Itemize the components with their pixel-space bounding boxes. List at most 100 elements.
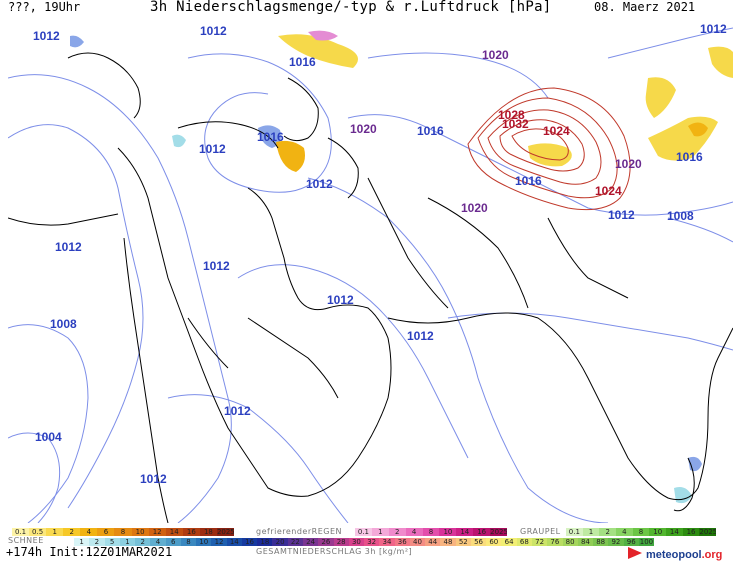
legend-swatch: 1 — [371, 528, 389, 536]
isobar-label: 1012 — [55, 240, 82, 254]
header-title: 3h Niederschlagsmenge/-typ & r.Luftdruck… — [150, 0, 552, 15]
isobar-line — [477, 97, 618, 199]
isobar-label: 1012 — [407, 329, 434, 343]
coastline — [387, 312, 733, 501]
snow-patch — [674, 487, 692, 504]
legend-swatch: 2 — [89, 538, 105, 546]
freezing-rain-label: gefrierenderREGEN — [256, 527, 342, 536]
legend-swatch: 4 — [80, 528, 98, 536]
isobars-blue — [8, 27, 733, 523]
snow-scale-bar: 1 2 5 1 2 4 6 8 10 12 14 16 18 20 22 24 26 28 30 32 34 36 40 44… — [74, 538, 655, 546]
header: ???, 19Uhr 3h Niederschlagsmenge/-typ & … — [0, 0, 733, 20]
isobar-label: 1020 — [461, 201, 488, 215]
snow-patch — [172, 134, 186, 148]
legend-swatch: 14 — [165, 528, 183, 536]
header-time: ???, 19Uhr — [8, 0, 81, 14]
legend-swatch: 4 — [150, 538, 166, 546]
isobar-label: 1012 — [608, 208, 635, 222]
legend-swatch: 18 — [257, 538, 273, 546]
isobar-line — [347, 114, 733, 216]
precipitation-layer — [70, 30, 733, 504]
map-svg: 1012 1012 1016 1020 1012 1016 1012 1020 … — [8, 22, 733, 523]
rain-patch — [276, 140, 305, 172]
legend-swatch: 1 — [46, 528, 64, 536]
isobar-label: 1008 — [50, 317, 77, 331]
coastline — [283, 77, 319, 142]
legend-swatch: 8 — [422, 528, 440, 536]
legend-swatch: 2025+ — [699, 528, 717, 536]
coastline — [327, 137, 359, 199]
legend-swatch: 2025+ — [490, 528, 508, 536]
total-precip-label: GESAMTNIEDERSCHLAG 3h [kg/m²] — [256, 547, 413, 556]
legend-swatch: 36 — [394, 538, 410, 546]
rain-patch — [528, 143, 572, 167]
legend-swatch: 4 — [616, 528, 633, 536]
legend-swatch: 20 — [272, 538, 288, 546]
isobar-label: 1028 — [498, 108, 525, 122]
border — [547, 217, 629, 299]
rain-patch — [688, 122, 708, 137]
legend-swatch: 48 — [440, 538, 456, 546]
legend-swatch: 2025+ — [216, 528, 235, 536]
legend-swatch: 40 — [409, 538, 426, 546]
isobar-label: 1012 — [200, 24, 227, 38]
logo-text: meteopool — [646, 549, 702, 561]
isobar-label: 1012 — [199, 142, 226, 156]
legend-swatch: 12 — [211, 538, 227, 546]
legend-swatch: 12 — [148, 528, 166, 536]
coastline — [177, 121, 279, 149]
header-date: 08. Maerz 2021 — [594, 0, 696, 14]
legend-swatch: 0.5 — [29, 528, 47, 536]
isobar-line — [8, 74, 232, 523]
isobar-label: 1012 — [203, 259, 230, 273]
snow-patch — [70, 35, 84, 48]
legend-swatch: 1 — [582, 528, 600, 536]
legend-swatch: 34 — [379, 538, 395, 546]
isobar-line — [187, 53, 332, 193]
legend-swatch: 44 — [425, 538, 441, 546]
legend-swatch: 5 — [104, 538, 120, 546]
snow-label: SCHNEE — [8, 536, 44, 545]
map-area: 1012 1012 1016 1020 1012 1016 1012 1020 … — [8, 18, 733, 523]
legend-swatch: 56 — [470, 538, 487, 546]
legend-swatch: 14 — [456, 528, 474, 536]
legend-swatch: 4 — [405, 528, 423, 536]
isobar-line — [511, 128, 569, 161]
isobar-labels: 1012 1012 1016 1020 1012 1016 1012 1020 … — [33, 22, 727, 486]
legend-swatch: 8 — [114, 528, 132, 536]
logo-domain: .org — [701, 549, 723, 561]
legend-swatch: 60 — [486, 538, 502, 546]
isobar-label: 1020 — [615, 157, 642, 171]
isobar-line — [607, 27, 733, 59]
rain-patch — [645, 77, 676, 118]
coastline — [117, 147, 392, 497]
legend-swatch: 0.1 — [355, 528, 372, 536]
isobar-label: 1012 — [140, 472, 167, 486]
legend-swatch: 84 — [577, 538, 594, 546]
legend-swatch: 18 — [199, 528, 217, 536]
legend-swatch: 72 — [531, 538, 548, 546]
legend-swatch: 1 — [119, 538, 136, 546]
legend-swatch: 6 — [165, 538, 181, 546]
legend-swatch: 2 — [388, 528, 406, 536]
graupel-label: GRAUPEL — [520, 527, 561, 536]
coastline — [8, 213, 119, 226]
isobar-label: 1020 — [350, 122, 377, 136]
logo-arrow-icon — [628, 547, 642, 559]
isobar-label: 1016 — [676, 150, 703, 164]
legend-swatch: 10 — [439, 528, 457, 536]
meteopool-logo[interactable]: meteopool.org — [646, 549, 722, 561]
legend-swatch: 8 — [632, 528, 650, 536]
isobar-label: 1024 — [595, 184, 622, 198]
isobar-label: 1016 — [257, 130, 284, 144]
rain-patch — [278, 34, 358, 68]
legend-swatch: 26 — [318, 538, 334, 546]
legend-swatch: 30 — [348, 538, 365, 546]
isobar-label: 1008 — [667, 209, 694, 223]
border — [187, 317, 229, 369]
isobar-line — [667, 217, 733, 243]
